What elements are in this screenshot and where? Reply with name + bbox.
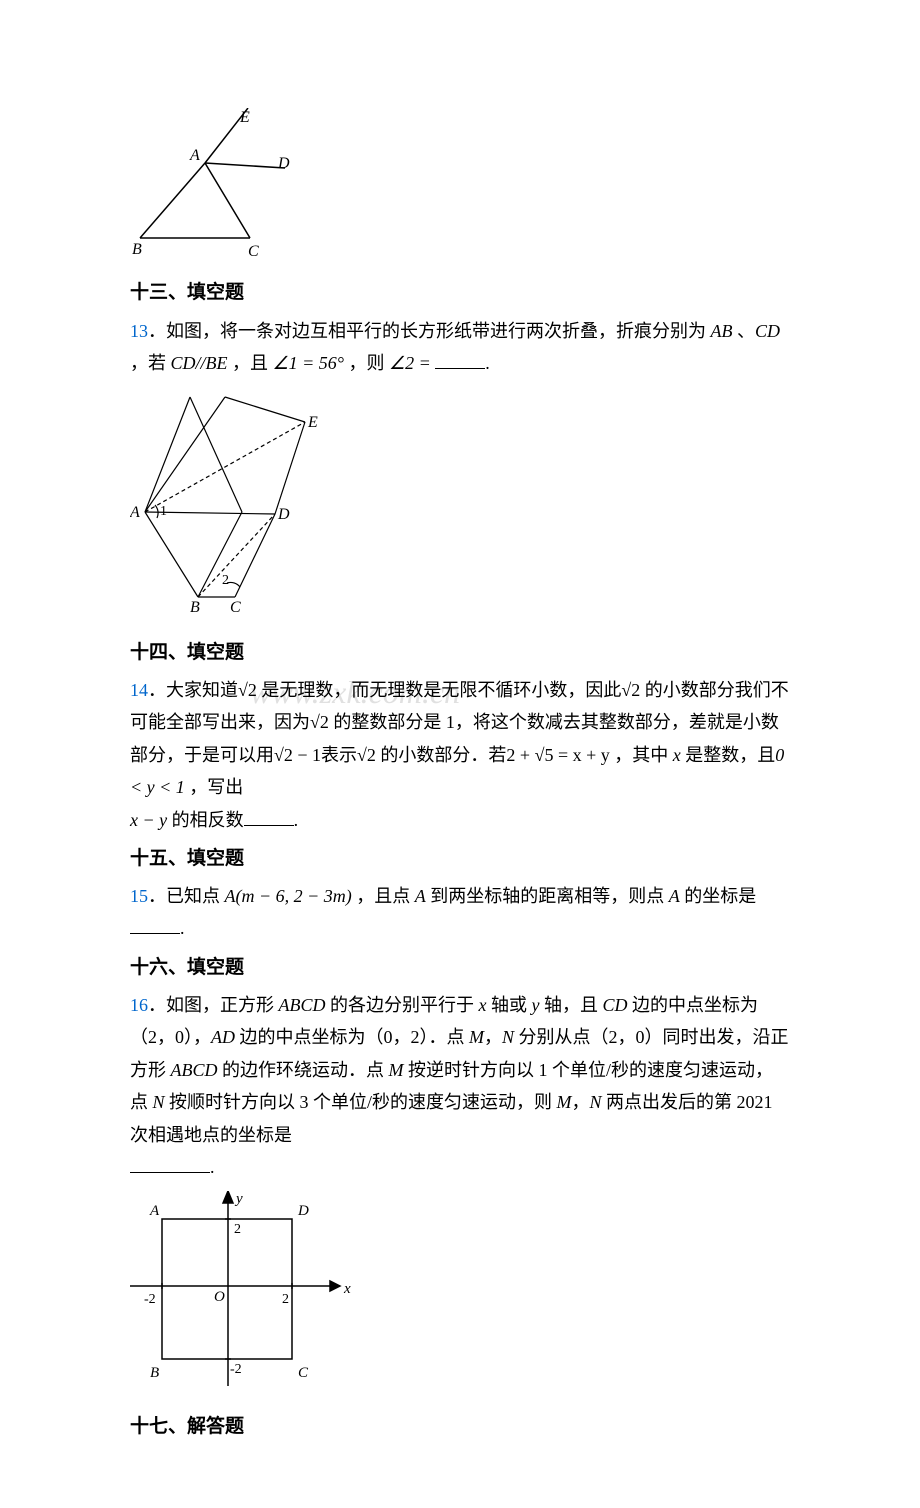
figure-square: A D B C O x y 2 -2 2 -2 (130, 1191, 790, 1401)
svg-text:x: x (343, 1281, 351, 1297)
blank-16 (130, 1151, 210, 1173)
svg-text:A: A (130, 504, 140, 521)
page-content: A B C D E 十三、填空题 13．如图，将一条对边互相平行的长方形纸带进行… (130, 108, 790, 1444)
svg-text:2: 2 (222, 573, 229, 588)
svg-text:B: B (190, 599, 200, 616)
svg-text:O: O (214, 1289, 225, 1305)
svg-text:-2: -2 (230, 1362, 242, 1377)
svg-text:-2: -2 (144, 1292, 156, 1307)
svg-text:B: B (150, 1365, 159, 1381)
section-15-heading: 十五、填空题 (130, 842, 790, 876)
svg-text:C: C (230, 599, 241, 616)
problem-16: 16．如图，正方形 ABCD 的各边分别平行于 x 轴或 y 轴，且 CD 边的… (130, 989, 790, 1183)
svg-text:A: A (149, 1203, 160, 1219)
problem-15: 15．已知点 A(m − 6, 2 − 3m) ，且点 A 到两坐标轴的距离相等… (130, 880, 790, 945)
svg-text:B: B (132, 241, 142, 258)
figure-fold: E A D B C 1 2 (130, 387, 790, 627)
section-16-heading: 十六、填空题 (130, 951, 790, 985)
svg-text:A: A (189, 147, 200, 164)
svg-text:1: 1 (160, 504, 167, 519)
problem-13: 13．如图，将一条对边互相平行的长方形纸带进行两次折叠，折痕分别为 AB 、CD… (130, 315, 790, 380)
svg-text:C: C (298, 1365, 309, 1381)
svg-text:D: D (297, 1203, 309, 1219)
fold-svg: E A D B C 1 2 (130, 387, 330, 617)
problem-14-number: 14 (130, 680, 148, 700)
svg-text:2: 2 (282, 1292, 289, 1307)
section-14-heading: 十四、填空题 (130, 636, 790, 670)
section-13-heading: 十三、填空题 (130, 276, 790, 310)
svg-text:2: 2 (234, 1222, 241, 1237)
svg-text:C: C (248, 243, 259, 258)
problem-15-number: 15 (130, 886, 148, 906)
blank-15 (130, 913, 180, 935)
problem-14: www.zxk.com.cn 14．大家知道√2 是无理数，而无理数是无限不循环… (130, 674, 790, 836)
triangle-svg: A B C D E (130, 108, 290, 258)
svg-text:D: D (277, 155, 290, 172)
section-17-heading: 十七、解答题 (130, 1410, 790, 1444)
square-svg: A D B C O x y 2 -2 2 -2 (130, 1191, 360, 1391)
svg-text:E: E (239, 109, 250, 126)
problem-16-number: 16 (130, 995, 148, 1015)
blank-13 (435, 347, 485, 369)
svg-text:D: D (277, 506, 290, 523)
svg-text:y: y (234, 1191, 243, 1207)
problem-13-number: 13 (130, 321, 148, 341)
figure-triangle: A B C D E (130, 108, 790, 268)
blank-14 (244, 804, 294, 826)
svg-text:E: E (307, 414, 318, 431)
